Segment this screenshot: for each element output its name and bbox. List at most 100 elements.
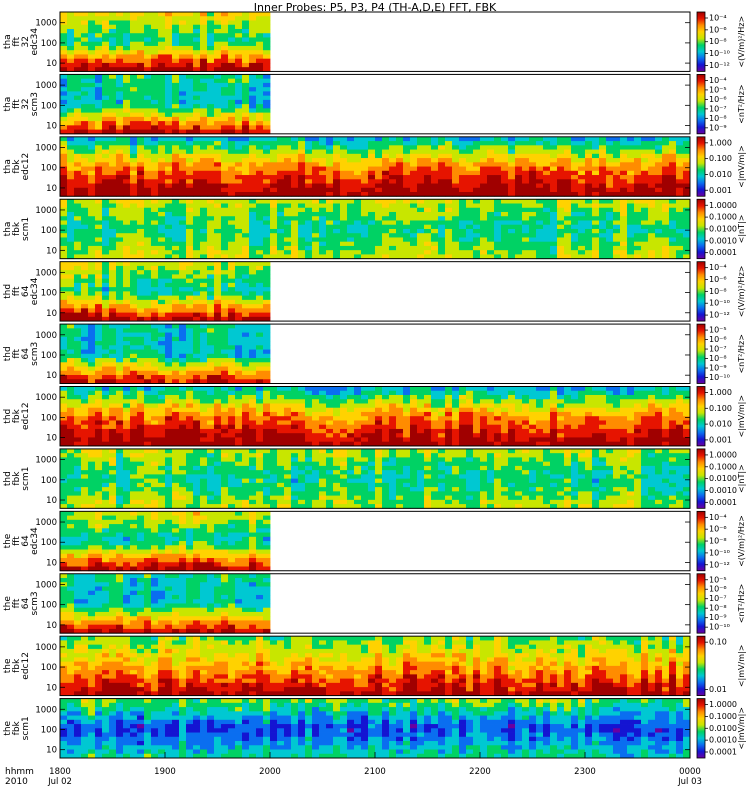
colorbar-tick-label: 10⁻⁶ — [709, 335, 727, 344]
panel-label-line: fft — [12, 36, 22, 46]
y-tick-label: 1000 — [35, 144, 57, 154]
colorbar-label: <(V/m)²/Hz> — [737, 515, 746, 567]
panel-tha_fbk_edc12: 1000 100 10 tha fbk edc12 1.000 0.100 0.010 0.001… — [3, 136, 746, 197]
panel-label-line: edc34 — [30, 28, 40, 56]
y-tick-label: 10 — [46, 309, 57, 319]
colorbar-tick-label: 10⁻⁴ — [709, 14, 727, 23]
y-tick-label: 1000 — [35, 331, 57, 341]
panel-thd_fft_64_edc34: 1000 100 10 thd fft 64 edc34 10⁻⁴ 10⁻⁶ 10⁻⁸ 10⁻¹⁰ 1… — [3, 261, 746, 322]
panel-frame — [59, 635, 691, 697]
y-tick-label: 10 — [46, 59, 57, 69]
y-tick-label: 1000 — [35, 206, 57, 216]
panel-label-line: scm1 — [21, 716, 31, 740]
x-date-label: Jul 03 — [677, 777, 702, 787]
panel-label-line: thd — [3, 284, 13, 299]
colorbar-label: <|mV/m|> — [737, 395, 746, 438]
colorbar-tick-label: 10⁻⁴ — [709, 513, 727, 522]
colorbar-tick-label: 10⁻¹⁰ — [709, 373, 730, 382]
y-tick-label: 100 — [41, 476, 57, 486]
y-tick-label: 1000 — [35, 456, 57, 466]
panel-frame — [59, 448, 691, 509]
panel-label-line: tha — [3, 34, 13, 49]
y-tick-label: 10 — [46, 371, 57, 381]
colorbar — [696, 698, 706, 759]
colorbar-tick-label: 10⁻⁷ — [709, 104, 727, 113]
panel-label-line: edc12 — [21, 402, 31, 430]
colorbar-tick-label: 10⁻⁸ — [709, 114, 727, 123]
colorbar — [696, 635, 706, 696]
y-tick-label: 100 — [41, 39, 57, 49]
y-tick-label: 100 — [41, 413, 57, 423]
panel-label-line: the — [3, 658, 13, 673]
colorbar — [696, 448, 706, 509]
colorbar-tick-label: 10⁻¹⁰ — [709, 299, 730, 308]
panel-label-line: fft — [12, 99, 22, 109]
panel-label-line: tha — [3, 222, 13, 237]
panel-thd_fbk_scm1: 1000 100 10 thd fbk scm1 1.0000 0.1000 0.0100 0.0… — [3, 448, 746, 509]
panel-label-line: fbk — [12, 159, 22, 174]
colorbar-tick-label: 1.0000 — [709, 700, 737, 709]
colorbar — [696, 11, 706, 72]
colorbar-tick-label: 10⁻⁸ — [709, 37, 727, 46]
x-date-label: Jul 02 — [47, 777, 72, 787]
y-tick-label: 1000 — [35, 705, 57, 715]
y-tick-label: 10 — [46, 683, 57, 693]
panel-frame — [59, 73, 691, 135]
panel-label-line: fft — [12, 286, 22, 296]
x-axis-year-label: 2010 — [5, 777, 28, 787]
colorbar-tick-label: 1.0000 — [709, 450, 737, 459]
panel-label-line: 64 — [21, 348, 31, 360]
panel-label-line: 32 — [21, 98, 31, 109]
colorbar-tick-label: 0.0010 — [709, 486, 737, 495]
colorbar-tick-label: 10⁻⁹ — [709, 364, 727, 373]
x-tick-label: 0000 — [679, 767, 701, 777]
colorbar-tick-label: 0.001 — [709, 186, 732, 195]
colorbar — [696, 261, 706, 322]
panel-label-line: thd — [3, 409, 13, 424]
colorbar-label: <|nT|> — [737, 464, 746, 493]
heatmap-the_fbk_edc12 — [60, 636, 691, 696]
x-tick-label: 2300 — [574, 767, 596, 777]
heatmap-the_fft_64_edc34 — [60, 511, 271, 572]
colorbar-tick-label: 1.000 — [709, 388, 732, 397]
colorbar-tick-label: 1.000 — [709, 138, 732, 147]
colorbar-tick-label: 0.1000 — [709, 213, 737, 222]
colorbar-label: <|nT|> — [737, 215, 746, 244]
colorbar-tick-label: 10⁻¹² — [709, 560, 730, 569]
colorbar — [696, 74, 706, 135]
colorbar-tick-label: 10⁻⁸ — [709, 354, 727, 363]
colorbar-label: <|mV/m|> — [737, 707, 746, 750]
colorbar-tick-label: 0.0010 — [709, 736, 737, 745]
panel-label-line: 64 — [21, 597, 31, 609]
panel-frame — [59, 386, 691, 447]
colorbar — [696, 323, 706, 384]
panel-label-line: scm3 — [30, 591, 40, 615]
colorbar-tick-label: 0.0100 — [709, 724, 737, 733]
colorbar-tick-label: 10⁻¹⁰ — [709, 49, 730, 58]
x-tick-label: 1900 — [154, 767, 176, 777]
panel-label-line: scm1 — [21, 217, 31, 241]
colorbar-label: <nT²/Hz> — [737, 584, 746, 623]
y-tick-label: 1000 — [35, 518, 57, 528]
y-tick-label: 1000 — [35, 580, 57, 590]
y-tick-label: 100 — [41, 164, 57, 174]
panel-frame — [59, 510, 691, 572]
heatmap-the_fft_64_scm3 — [60, 573, 271, 634]
y-tick-label: 10 — [46, 621, 57, 631]
panel-the_fft_64_edc34: 1000 100 10 the fft 64 edc34 10⁻⁴ 10⁻⁶ 10⁻⁸ 10⁻¹⁰ 1… — [3, 510, 746, 572]
colorbar-tick-label: 10⁻⁶ — [709, 275, 727, 284]
colorbar — [696, 136, 706, 197]
colorbar-tick-label: 10⁻⁵ — [709, 326, 727, 335]
colorbar-tick-label: 10⁻⁸ — [709, 604, 727, 613]
y-tick-label: 10 — [46, 558, 57, 568]
panel-label-line: scm3 — [30, 92, 40, 116]
colorbar-tick-label: 0.1000 — [709, 712, 737, 721]
colorbar-tick-label: 10⁻¹² — [709, 61, 730, 70]
colorbar-tick-label: 0.100 — [709, 154, 732, 163]
panel-label-line: thd — [3, 346, 13, 361]
colorbar-tick-label: 10⁻⁶ — [709, 585, 727, 594]
y-tick-label: 100 — [41, 725, 57, 735]
x-tick-label: 2100 — [364, 767, 386, 777]
